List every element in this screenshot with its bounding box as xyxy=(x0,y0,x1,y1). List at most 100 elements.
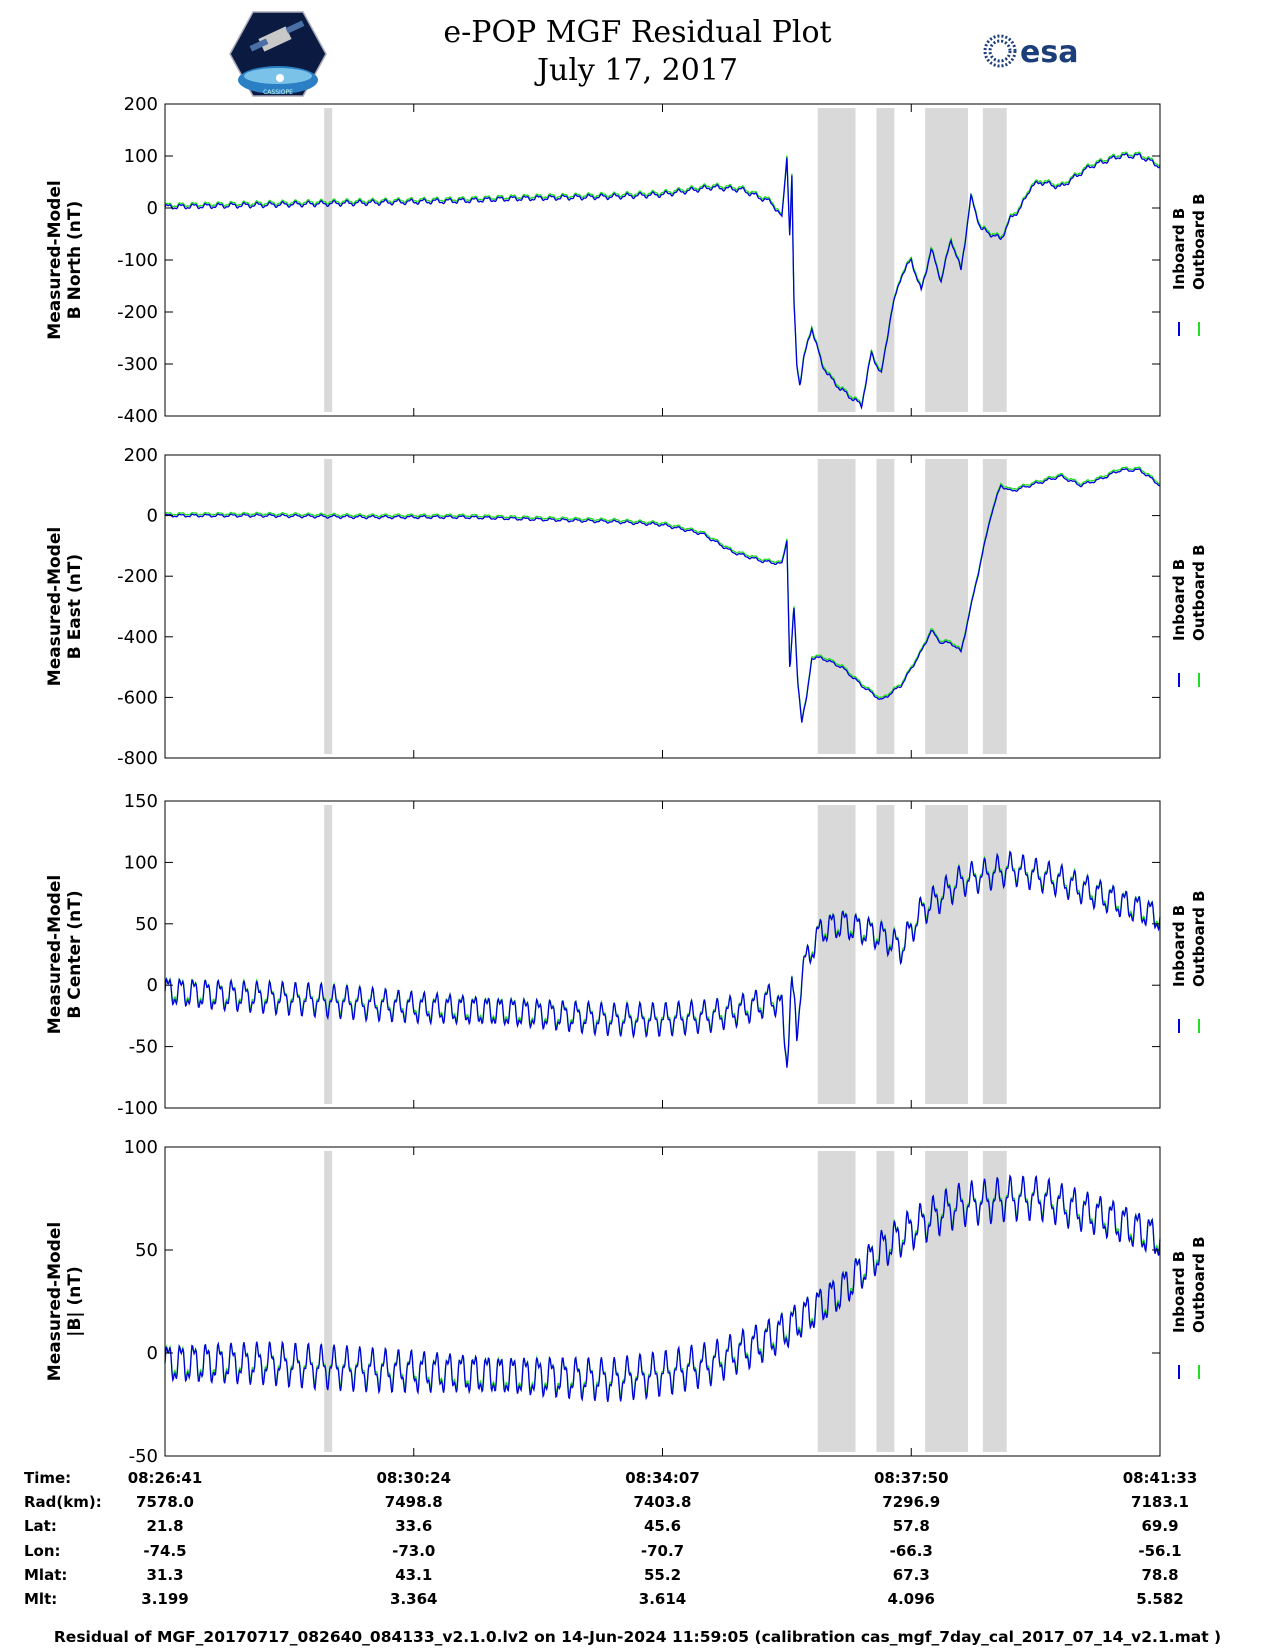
shaded-region xyxy=(982,108,1007,412)
y-tick-label: -200 xyxy=(117,302,158,323)
table-cell: 67.3 xyxy=(892,1566,930,1584)
legend-outboard-label: Outboard B xyxy=(1190,544,1208,641)
inboard-trace xyxy=(164,468,1161,723)
table-cell: 7183.1 xyxy=(1131,1493,1189,1511)
legend-inboard-label: Inboard B xyxy=(1170,208,1188,290)
y-tick-label: 100 xyxy=(124,146,158,167)
inboard-trace xyxy=(164,153,1161,410)
svg-text:CASSIOPE: CASSIOPE xyxy=(263,89,293,96)
shaded-region xyxy=(876,459,895,754)
legend: Inboard B Outboard B xyxy=(1170,1236,1208,1379)
cassiope-logo: CASSIOPE xyxy=(229,11,327,97)
y-tick-label: -200 xyxy=(117,566,158,587)
table-cell: -74.5 xyxy=(143,1542,187,1560)
table-cell: 69.9 xyxy=(1141,1517,1179,1535)
table-cell: 7403.8 xyxy=(633,1493,692,1511)
y-axis-label-line: |B| (nT) xyxy=(65,1266,85,1337)
footer-caption: Residual of MGF_20170717_082640_084133_v… xyxy=(53,1628,1222,1646)
shaded-region xyxy=(876,1151,895,1452)
y-tick-label: 50 xyxy=(135,1240,158,1261)
table-cell: 08:34:07 xyxy=(625,1469,700,1487)
y-tick-label: 0 xyxy=(147,198,158,219)
inboard-trace xyxy=(164,850,1161,1068)
table-cell: -73.0 xyxy=(392,1542,436,1560)
panel-3: 150 100 50 0 -50 -100 Measured-ModelB Center (… xyxy=(45,791,1208,1119)
plot-frame xyxy=(164,454,1161,759)
table-row-label: Mlt: xyxy=(24,1590,58,1608)
y-axis-label-line: Measured-Model xyxy=(45,1222,65,1381)
shaded-region xyxy=(982,459,1007,754)
table-cell: 3.614 xyxy=(638,1590,687,1608)
table-cell: 08:41:33 xyxy=(1122,1469,1198,1487)
table-cell: 21.8 xyxy=(146,1517,184,1535)
shaded-region xyxy=(982,805,1007,1104)
shaded-region xyxy=(925,459,968,754)
table-cell: 78.8 xyxy=(1141,1566,1179,1584)
shaded-region xyxy=(324,459,333,754)
table-cell: 7296.9 xyxy=(882,1493,941,1511)
table-row-label: Lon: xyxy=(24,1542,61,1560)
y-axis-label-line: Measured-Model xyxy=(45,527,65,686)
y-tick-label: 100 xyxy=(124,1137,158,1158)
shaded-region xyxy=(982,1151,1007,1452)
legend-outboard-label: Outboard B xyxy=(1190,1236,1208,1333)
table-cell: 43.1 xyxy=(395,1566,433,1584)
table-cell: -70.7 xyxy=(640,1542,685,1560)
shaded-region xyxy=(817,459,856,754)
table-cell: 08:37:50 xyxy=(873,1469,949,1487)
plot-title: e-POP MGF Residual Plot xyxy=(443,15,832,50)
plot-date: July 17, 2017 xyxy=(536,53,739,88)
table-cell: 5.582 xyxy=(1136,1590,1184,1608)
table-cell: 4.096 xyxy=(887,1590,935,1608)
legend-inboard-label: Inboard B xyxy=(1170,1251,1188,1333)
y-tick-label: -600 xyxy=(117,687,158,708)
y-axis-label-line: Measured-Model xyxy=(45,180,65,339)
outboard-trace xyxy=(164,1174,1161,1398)
shaded-region xyxy=(925,805,968,1104)
panel-1: 200 100 0 -100 -200 -300 -400 Measured-ModelB N… xyxy=(45,94,1208,427)
table-cell: 57.8 xyxy=(892,1517,930,1535)
legend-outboard-label: Outboard B xyxy=(1190,890,1208,987)
inboard-trace xyxy=(164,1174,1161,1403)
shaded-region xyxy=(324,1151,333,1452)
table-row-label: Rad(km): xyxy=(24,1493,102,1511)
legend-inboard-label: Inboard B xyxy=(1170,559,1188,641)
table-cell: -56.1 xyxy=(1138,1542,1182,1560)
y-tick-label: 150 xyxy=(124,791,158,812)
table-cell: -66.3 xyxy=(889,1542,933,1560)
table-cell: 33.6 xyxy=(395,1517,433,1535)
y-tick-label: -50 xyxy=(129,1037,158,1058)
y-tick-label: 0 xyxy=(147,506,158,527)
table-cell: 45.6 xyxy=(643,1517,682,1535)
y-axis-label-line: B North (nT) xyxy=(65,201,85,320)
shaded-region xyxy=(324,805,333,1104)
legend: Inboard B Outboard B xyxy=(1170,544,1208,687)
table-cell: 08:30:24 xyxy=(376,1469,452,1487)
y-tick-label: 0 xyxy=(147,975,158,996)
y-tick-label: 100 xyxy=(124,852,158,873)
shaded-region xyxy=(925,108,968,412)
y-tick-label: 200 xyxy=(124,445,158,466)
y-tick-label: -400 xyxy=(117,627,158,648)
table-row-label: Mlat: xyxy=(24,1566,68,1584)
y-tick-label: -300 xyxy=(117,354,158,375)
y-tick-label: -50 xyxy=(129,1446,158,1467)
svg-text:esa: esa xyxy=(1020,35,1078,70)
y-tick-label: -400 xyxy=(117,406,158,427)
legend-outboard-label: Outboard B xyxy=(1190,193,1208,290)
outboard-trace xyxy=(164,151,1161,408)
table-cell: 55.2 xyxy=(643,1566,682,1584)
table-cell: 31.3 xyxy=(146,1566,184,1584)
table-cell: 3.199 xyxy=(141,1590,189,1608)
outboard-trace xyxy=(164,466,1161,721)
y-tick-label: -100 xyxy=(117,250,158,271)
table-cell: 7498.8 xyxy=(384,1493,443,1511)
shaded-region xyxy=(876,108,895,412)
legend: Inboard B Outboard B xyxy=(1170,193,1208,336)
y-axis-label-line: B Center (nT) xyxy=(65,890,85,1018)
y-axis-label-line: B East (nT) xyxy=(65,554,85,659)
y-axis-label: Measured-ModelB North (nT) xyxy=(45,180,85,339)
panel-2: 200 0 -200 -400 -600 -800 Measured-ModelB East… xyxy=(45,445,1208,769)
esa-logo: esa xyxy=(983,34,1078,70)
legend: Inboard B Outboard B xyxy=(1170,890,1208,1033)
